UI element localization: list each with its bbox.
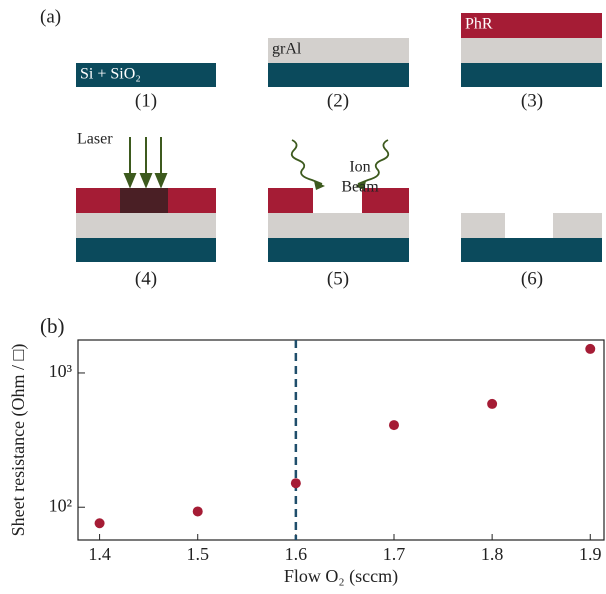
step-label: (6) bbox=[521, 268, 543, 289]
substrate bbox=[461, 238, 602, 262]
substrate bbox=[76, 238, 216, 262]
panel-label: (b) bbox=[40, 314, 65, 338]
film bbox=[76, 213, 216, 238]
x-tick-label: 1.7 bbox=[383, 544, 406, 564]
layer-label: PhR bbox=[465, 16, 493, 33]
point bbox=[585, 344, 595, 354]
x-tick-label: 1.9 bbox=[579, 544, 602, 564]
step-label: (3) bbox=[521, 90, 543, 111]
x-tick-label: 1.6 bbox=[285, 544, 308, 564]
film bbox=[553, 213, 602, 238]
panel-a: (a) Si + SiO₂ grAl PhR (1) (2) (3) Laser bbox=[40, 6, 602, 289]
substrate bbox=[461, 63, 602, 87]
resist bbox=[268, 188, 313, 213]
film bbox=[268, 213, 409, 238]
point bbox=[291, 478, 301, 488]
layer-label: grAl bbox=[272, 41, 302, 58]
substrate bbox=[268, 63, 409, 87]
point bbox=[193, 506, 203, 516]
film bbox=[461, 213, 505, 238]
y-tick-label: 10³ bbox=[49, 361, 73, 381]
plot-frame bbox=[78, 340, 604, 540]
figure: (a) Si + SiO₂ grAl PhR (1) (2) (3) Laser bbox=[0, 0, 606, 594]
point bbox=[487, 399, 497, 409]
panel-b: (b) Flow O₂ (sccm) Sheet resistance (Ohm… bbox=[8, 314, 604, 587]
step-label: (1) bbox=[135, 90, 157, 111]
step-label: (2) bbox=[327, 90, 349, 111]
laser-arrows bbox=[125, 137, 166, 186]
x-tick-label: 1.4 bbox=[88, 544, 111, 564]
point bbox=[95, 518, 105, 528]
x-axis-label: Flow O₂ (sccm) bbox=[284, 566, 398, 587]
point bbox=[389, 420, 399, 430]
laser-label: Laser bbox=[77, 131, 113, 148]
ion-arrows bbox=[292, 140, 389, 184]
exposed-resist bbox=[120, 188, 168, 213]
x-tick-label: 1.5 bbox=[186, 544, 209, 564]
substrate bbox=[268, 238, 409, 262]
y-axis-label: Sheet resistance (Ohm / □) bbox=[8, 344, 29, 537]
step-label: (5) bbox=[327, 268, 349, 289]
step-label: (4) bbox=[135, 268, 157, 289]
film bbox=[461, 38, 602, 63]
layer-label: Si + SiO₂ bbox=[80, 66, 141, 83]
x-tick-label: 1.8 bbox=[481, 544, 504, 564]
y-tick-label: 10² bbox=[49, 495, 72, 515]
panel-label: (a) bbox=[40, 6, 61, 27]
ion-label: Ion bbox=[349, 159, 370, 176]
ion-label: Beam bbox=[341, 179, 379, 196]
